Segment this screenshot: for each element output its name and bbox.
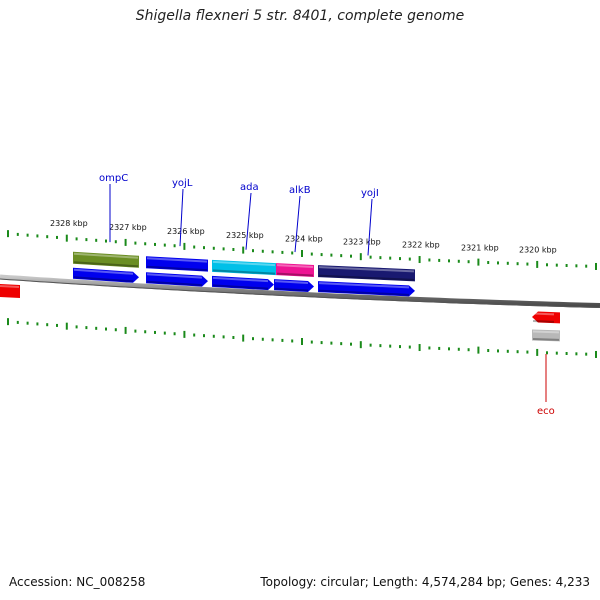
scale-tick-label: 2324 kbp bbox=[285, 235, 323, 244]
scale-tick-label: 2325 kbp bbox=[226, 231, 264, 240]
gene-label-yojI[interactable]: yojI bbox=[361, 188, 379, 199]
accession-text: Accession: NC_008258 bbox=[9, 575, 146, 589]
gene-block-alkB[interactable] bbox=[276, 263, 314, 277]
gene-block-eco-shadow[interactable] bbox=[532, 329, 560, 342]
gene-block-yojL[interactable] bbox=[146, 256, 208, 272]
scale-tick-label: 2326 kbp bbox=[167, 227, 205, 236]
cds-arrow-ada[interactable] bbox=[212, 275, 274, 291]
page-title: Shigella flexneri 5 str. 8401, complete … bbox=[135, 8, 465, 24]
gene-label-connector bbox=[294, 195, 301, 253]
sequence-backbone-edge bbox=[0, 278, 600, 308]
gene-label-yojL[interactable]: yojL bbox=[172, 178, 193, 189]
gene-label-ompC[interactable]: ompC bbox=[99, 173, 128, 184]
cds-arrow-ompC[interactable] bbox=[73, 267, 139, 283]
cds-arrow-yojI[interactable] bbox=[318, 281, 415, 297]
offscreen-feature-left[interactable] bbox=[0, 284, 20, 298]
scale-tick-label: 2322 kbp bbox=[402, 241, 440, 250]
scale-tick-label: 2327 kbp bbox=[109, 223, 147, 232]
gene-label-alkB[interactable]: alkB bbox=[289, 185, 311, 196]
scale-tick-label: 2323 kbp bbox=[343, 238, 381, 247]
sequence-backbone bbox=[0, 274, 600, 308]
cds-arrow-alkB[interactable] bbox=[274, 279, 314, 292]
scale-tick-label: 2321 kbp bbox=[461, 243, 499, 252]
genome-stats-text: Topology: circular; Length: 4,574,284 bp… bbox=[260, 575, 590, 589]
gene-label-connector bbox=[245, 192, 252, 250]
gene-block-ada[interactable] bbox=[212, 259, 276, 276]
gene-label-connector bbox=[179, 188, 184, 247]
scale-tick-label: 2328 kbp bbox=[50, 219, 88, 228]
gene-arrow-eco[interactable] bbox=[532, 311, 560, 324]
gene-block-ompC[interactable] bbox=[73, 251, 139, 268]
gene-label-eco[interactable]: eco bbox=[537, 406, 555, 417]
scale-tick-label: 2320 kbp bbox=[519, 246, 557, 255]
cds-arrow-yojL[interactable] bbox=[146, 272, 208, 287]
gene-label-ada[interactable]: ada bbox=[240, 182, 259, 193]
gene-block-yojI[interactable] bbox=[318, 265, 415, 282]
gene-label-connector bbox=[367, 198, 373, 256]
